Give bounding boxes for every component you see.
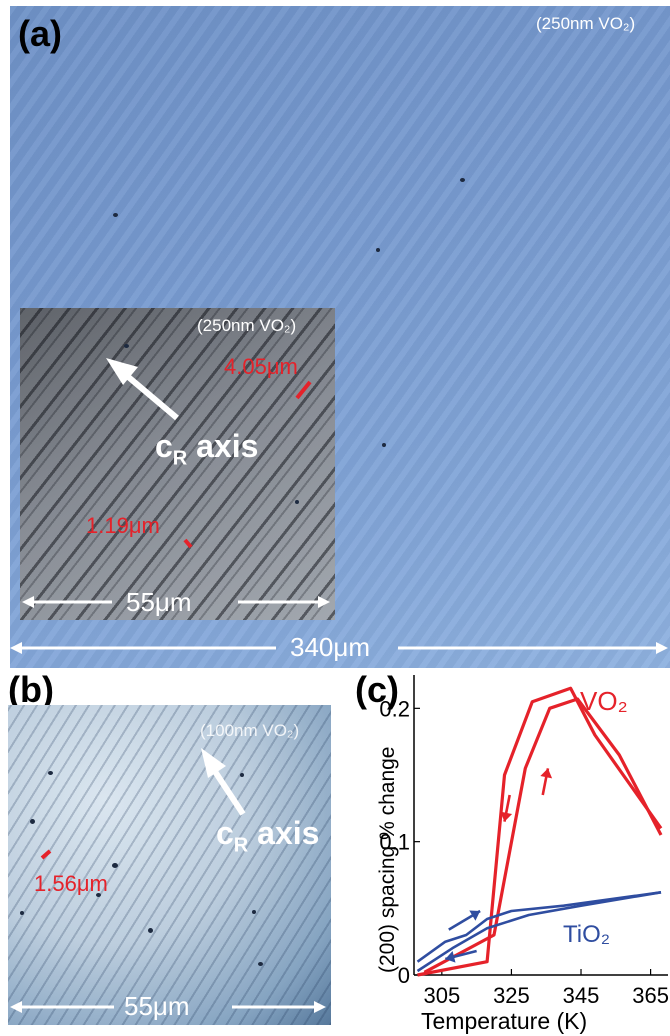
sample-label-b: (100nm VO₂) (200, 721, 300, 740)
defect-dot (382, 443, 386, 447)
c-axis-label-a: cR axis (155, 428, 259, 470)
scale-label-a-inset: 55μm (126, 587, 192, 617)
series-line-0 (417, 686, 663, 977)
series-line-3 (416, 891, 662, 973)
defect-dot (30, 819, 35, 824)
defect-dot (48, 771, 53, 775)
cooling-arrow-tio2-head (445, 950, 456, 963)
y-tick-label: 0.2 (379, 696, 410, 721)
defect-dot (460, 178, 465, 182)
panel-label-c: (c) (355, 669, 399, 710)
x-tick-label: 305 (423, 983, 460, 1008)
panel-label-a: (a) (18, 13, 62, 54)
scale-label-a: 340μm (290, 632, 371, 662)
chart-y-axis-label: (200) spacing % change (376, 746, 399, 973)
c-axis-label-b: cR axis (216, 815, 320, 857)
heating-arrow-vo2-head (540, 768, 553, 779)
series-line-2 (416, 891, 662, 963)
cooling-arrow-vo2-head (500, 811, 513, 822)
defect-dot (148, 928, 153, 933)
defect-dot (113, 213, 118, 217)
x-tick-label: 365 (632, 983, 669, 1008)
x-tick-label: 325 (493, 983, 530, 1008)
micrograph-a-inset (20, 308, 335, 620)
defect-dot (96, 893, 101, 897)
x-tick-label: 345 (563, 983, 600, 1008)
defect-dot (376, 248, 380, 252)
defect-dot (20, 911, 24, 915)
legend-vo2: VO₂ (580, 686, 628, 716)
measure-label-a1: 4.05μm (224, 354, 298, 379)
y-tick-label: 0 (398, 963, 410, 988)
series-line-1 (423, 697, 663, 974)
scale-label-b: 55μm (124, 991, 190, 1021)
defect-dot (124, 344, 129, 348)
defect-dot (112, 863, 118, 868)
panel-label-b: (b) (8, 669, 54, 710)
heating-arrow-tio2-head (469, 910, 481, 921)
measure-label-b: 1.56μm (34, 871, 108, 896)
chart-x-axis-label: Temperature (K) (421, 1008, 588, 1034)
micrograph-b (8, 705, 331, 1025)
sample-label-a: (250nm VO₂) (536, 14, 636, 33)
y-tick-label: 0.1 (379, 830, 410, 855)
defect-dot (258, 962, 263, 966)
sample-label-a-inset: (250nm VO₂) (197, 316, 297, 335)
defect-dot (240, 773, 244, 777)
defect-dot (295, 500, 299, 504)
measure-label-a2: 1.19μm (86, 513, 160, 538)
defect-dot (252, 910, 256, 914)
legend-tio2: TiO₂ (563, 921, 611, 948)
